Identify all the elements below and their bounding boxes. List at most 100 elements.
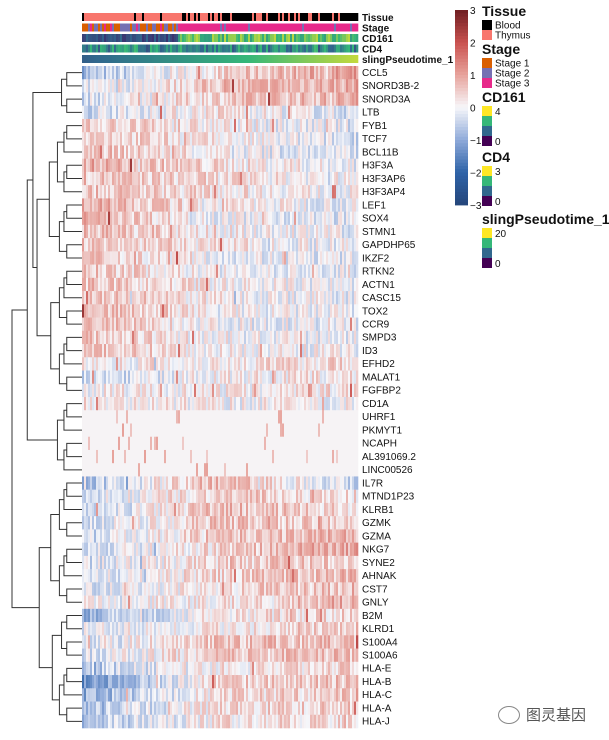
annotation-cell-tissue <box>148 13 151 21</box>
heatmap-cell <box>206 224 209 239</box>
heatmap-cell <box>132 132 135 146</box>
heatmap-cell <box>266 397 269 411</box>
heatmap-cell <box>208 105 211 120</box>
heatmap-cell <box>252 185 255 199</box>
heatmap-cell <box>316 317 319 332</box>
heatmap-cell <box>156 79 159 93</box>
heatmap-cell <box>180 449 183 464</box>
heatmap-cell <box>336 198 339 212</box>
heatmap-cell <box>120 291 123 305</box>
annotation-cell-slingpseudotime_1 <box>152 55 155 63</box>
heatmap-cell <box>168 277 171 292</box>
heatmap-cell <box>194 118 197 133</box>
heatmap-cell <box>130 463 133 477</box>
heatmap-cell <box>212 251 215 265</box>
heatmap-cell <box>150 118 153 133</box>
heatmap-cell <box>174 357 177 371</box>
annotation-cell-slingpseudotime_1 <box>236 55 239 63</box>
heatmap-cell <box>94 344 97 358</box>
heatmap-cell <box>292 251 295 265</box>
annotation-cell-slingpseudotime_1 <box>204 55 207 63</box>
heatmap-cell <box>180 277 183 292</box>
heatmap-cell <box>174 449 177 464</box>
heatmap-cell <box>204 291 207 305</box>
heatmap-cell <box>108 185 111 199</box>
heatmap-cell <box>154 145 157 159</box>
heatmap-cell <box>338 357 341 371</box>
heatmap-cell <box>302 251 305 265</box>
heatmap-cell <box>184 158 187 173</box>
heatmap-cell <box>130 79 133 93</box>
heatmap-cell <box>328 397 331 411</box>
heatmap-cell <box>178 291 181 305</box>
heatmap-cell <box>338 211 341 226</box>
heatmap-cell <box>192 383 195 398</box>
heatmap-cell <box>190 344 193 358</box>
heatmap-cell <box>214 383 217 398</box>
heatmap-cell <box>134 171 137 186</box>
heatmap-cell <box>152 304 155 318</box>
heatmap-cell <box>272 291 275 305</box>
heatmap-cell <box>170 397 173 411</box>
heatmap-cell <box>92 317 95 332</box>
heatmap-cell <box>158 211 161 226</box>
annotation-cell-cd161 <box>298 34 301 42</box>
heatmap-cell <box>260 410 263 424</box>
heatmap-cell <box>220 344 223 358</box>
heatmap-cell <box>328 171 331 186</box>
heatmap-cell <box>266 211 269 226</box>
heatmap-cell <box>252 370 255 385</box>
heatmap-cell <box>92 344 95 358</box>
heatmap-cell <box>226 330 229 345</box>
heatmap-cell <box>268 145 271 159</box>
heatmap-cell <box>214 171 217 186</box>
annotation-cell-stage <box>300 23 303 32</box>
heatmap-cell <box>294 185 297 199</box>
heatmap-cell <box>276 211 279 226</box>
heatmap-cell <box>282 198 285 212</box>
heatmap-cell <box>306 79 309 93</box>
heatmap-cell <box>238 145 241 159</box>
heatmap-cell <box>338 118 341 133</box>
heatmap-cell <box>332 92 335 107</box>
heatmap-cell <box>148 317 151 332</box>
heatmap-cell <box>238 304 241 318</box>
annotation-cell-tissue <box>108 13 111 21</box>
heatmap-cell <box>346 198 349 212</box>
heatmap-cell <box>96 463 99 477</box>
annotation-cell-slingpseudotime_1 <box>238 55 241 63</box>
heatmap-cell <box>100 449 103 464</box>
heatmap-cell <box>232 463 235 477</box>
heatmap-cell <box>102 118 105 133</box>
heatmap-cell <box>254 118 257 133</box>
heatmap-cell <box>318 436 321 451</box>
heatmap-cell <box>238 185 241 199</box>
heatmap-cell <box>150 397 153 411</box>
heatmap-cell <box>144 105 147 120</box>
heatmap-cell <box>156 330 159 345</box>
heatmap-cell <box>82 449 85 464</box>
annotation-cell-tissue <box>290 13 293 21</box>
heatmap-cell <box>194 238 197 252</box>
heatmap-cell <box>346 304 349 318</box>
heatmap-cell <box>140 158 143 173</box>
heatmap-cell <box>164 264 167 279</box>
heatmap-cell <box>290 224 293 239</box>
heatmap-cell <box>108 238 111 252</box>
heatmap-cell <box>202 397 205 411</box>
heatmap-cell <box>288 105 291 120</box>
heatmap-cell <box>286 66 289 80</box>
heatmap-cell <box>346 317 349 332</box>
heatmap-cell <box>192 185 195 199</box>
heatmap-cell <box>332 344 335 358</box>
annotation-cell-cd4 <box>148 44 151 53</box>
heatmap-cell <box>198 383 201 398</box>
annotation-cell-stage <box>290 23 293 32</box>
heatmap-cell <box>314 357 317 371</box>
heatmap-cell <box>190 410 193 424</box>
heatmap-cell <box>308 370 311 385</box>
heatmap-cell <box>350 118 353 133</box>
heatmap-cell <box>250 344 253 358</box>
heatmap-cell <box>82 118 85 133</box>
heatmap-cell <box>94 158 97 173</box>
